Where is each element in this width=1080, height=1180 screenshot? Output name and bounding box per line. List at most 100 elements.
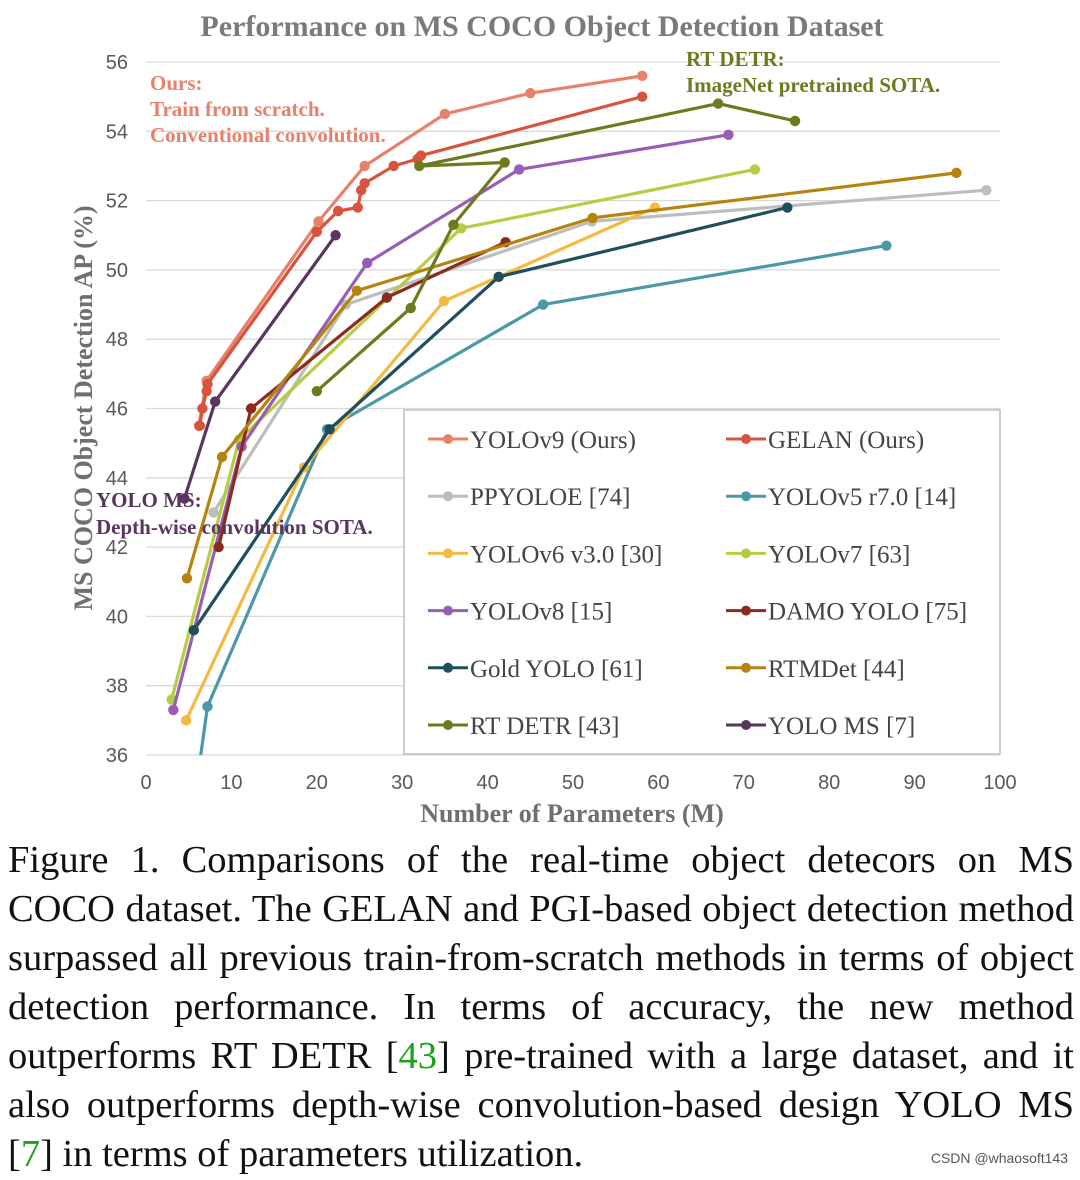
legend-swatch-marker	[443, 548, 453, 559]
axis-layer: 36 38 40 42 44 46 48 50 52 54 56 0 10 20 30 40 50 60 70 80 9…	[106, 52, 1017, 794]
data-point	[324, 424, 335, 435]
x-tick-label: 40	[476, 772, 498, 794]
data-point	[636, 70, 648, 82]
caption-text-2: ] pre-trained with a large dataset, and …	[8, 1035, 1074, 1175]
legend-label: DAMO YOLO [75]	[768, 599, 967, 626]
data-point	[513, 164, 525, 175]
data-point	[749, 164, 761, 175]
data-point	[587, 212, 598, 224]
data-point	[197, 403, 208, 414]
series-line	[192, 205, 788, 632]
data-point	[213, 541, 224, 553]
y-tick-label: 50	[106, 260, 128, 282]
data-point	[181, 573, 193, 584]
citation-link-43[interactable]: 43	[398, 1035, 438, 1077]
citation-link-7[interactable]: 7	[20, 1133, 41, 1175]
series-11	[179, 230, 341, 504]
data-point	[789, 115, 801, 127]
legend-label: RT DETR [43]	[470, 713, 619, 740]
x-tick-label: 10	[220, 772, 242, 794]
series-line	[315, 101, 796, 393]
x-tick-label: 60	[647, 772, 669, 794]
data-point	[351, 285, 363, 296]
data-point	[180, 715, 192, 726]
data-point	[448, 219, 459, 231]
legend-label: PPYOLOE [74]	[470, 484, 630, 511]
x-axis-label: Number of Parameters (M)	[420, 799, 723, 828]
y-tick-label: 42	[106, 537, 128, 559]
legend-swatch-marker	[741, 662, 751, 673]
data-point	[438, 295, 450, 307]
legend: YOLOv9 (Ours) GELAN (Ours) PPYOLOE [74] YOL…	[403, 409, 1001, 755]
data-point	[414, 160, 425, 172]
legend-swatch-marker	[741, 434, 751, 444]
annotation-line: ImageNet pretrained SOTA.	[686, 73, 940, 97]
legend-swatch-marker	[741, 491, 751, 502]
x-tick-label: 50	[562, 772, 584, 794]
legend-label: RTMDet [44]	[768, 656, 905, 683]
data-point	[388, 160, 399, 172]
legend-label: YOLOv7 [63]	[768, 541, 910, 568]
data-point	[499, 157, 510, 168]
data-point	[712, 98, 724, 109]
x-tick-label: 100	[983, 772, 1016, 794]
data-point	[493, 271, 504, 283]
caption-text-3: ] in terms of parameters utilization.	[40, 1133, 584, 1175]
x-tick-label: 70	[733, 772, 755, 794]
legend-label: Gold YOLO [61]	[470, 656, 643, 683]
y-tick-label: 36	[106, 745, 128, 767]
y-tick-label: 48	[106, 329, 128, 351]
data-point	[981, 185, 992, 196]
legend-swatch-marker	[741, 548, 751, 559]
legend-swatch-marker	[741, 605, 751, 616]
data-point	[245, 403, 257, 414]
chart: Performance on MS COCO Object Detection …	[69, 10, 1017, 828]
data-point	[636, 91, 648, 102]
figure-caption: Figure 1. Comparisons of the real-time o…	[8, 836, 1074, 1179]
data-point	[381, 292, 393, 303]
legend-swatch-marker	[741, 720, 751, 730]
watermark: CSDN @whaosoft143	[930, 1150, 1068, 1166]
data-point	[179, 493, 190, 504]
x-tick-label: 20	[306, 772, 328, 794]
y-tick-label: 52	[106, 191, 128, 213]
series-6	[168, 129, 734, 716]
data-point	[330, 230, 341, 241]
series-1	[194, 91, 648, 432]
annotation-line: Depth-wise convolution SOTA.	[96, 515, 373, 539]
legend-label: YOLOv8 [15]	[470, 599, 612, 626]
legend-swatch-marker	[443, 491, 453, 502]
y-tick-label: 56	[106, 52, 128, 74]
annotations: Ours:Train from scratch.Conventional con…	[96, 47, 940, 539]
legend-label: YOLOv9 (Ours)	[470, 427, 636, 454]
data-point	[168, 704, 179, 716]
y-tick-label: 40	[106, 606, 128, 628]
data-point	[537, 299, 549, 310]
data-point	[209, 396, 221, 407]
data-point	[208, 507, 219, 518]
legend-box	[403, 409, 1001, 755]
data-point	[202, 701, 213, 712]
data-point	[194, 420, 206, 432]
annotation-line: YOLO MS:	[96, 488, 202, 512]
caption-text-1: Figure 1. Comparisons of the real-time o…	[8, 839, 1074, 1077]
legend-swatch-marker	[443, 720, 453, 730]
series-8	[188, 202, 793, 636]
data-point	[311, 226, 322, 237]
data-point	[881, 240, 892, 251]
x-tick-label: 90	[903, 772, 925, 794]
series-9	[181, 167, 962, 584]
annotation-line: Train from scratch.	[150, 97, 325, 121]
legend-label: GELAN (Ours)	[768, 427, 924, 454]
data-point	[202, 379, 213, 390]
x-tick-label: 80	[818, 772, 840, 794]
legend-swatch-marker	[443, 662, 453, 673]
data-point	[359, 160, 370, 172]
y-tick-label: 46	[106, 399, 128, 421]
series-line	[170, 167, 756, 701]
data-point	[782, 202, 793, 213]
series-layer	[166, 70, 992, 755]
legend-swatch-marker	[443, 434, 453, 444]
data-point	[951, 167, 962, 179]
data-point	[216, 451, 228, 463]
